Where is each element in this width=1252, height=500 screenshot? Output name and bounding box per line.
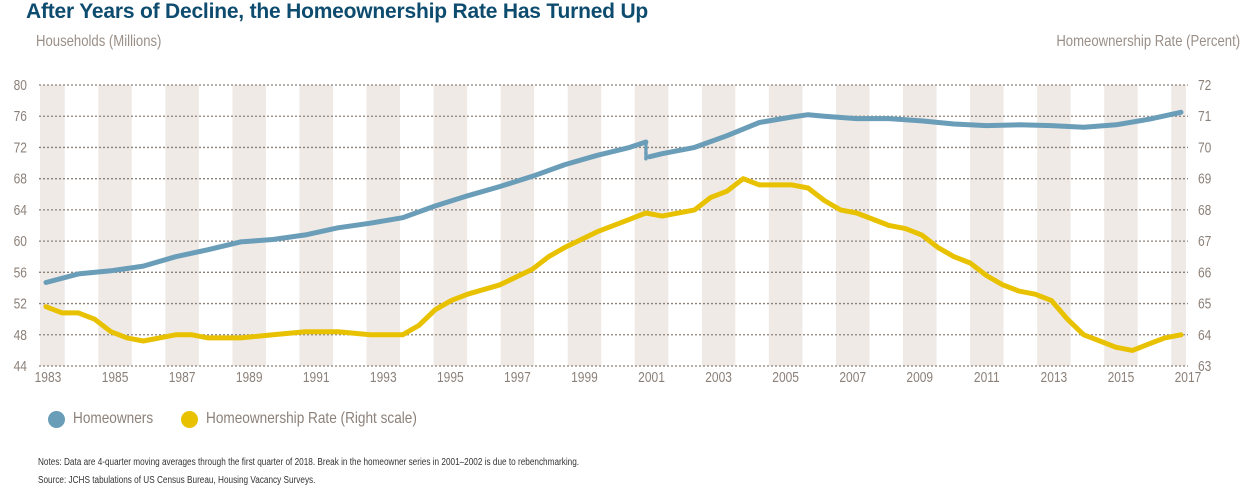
legend: Homeowners Homeownership Rate (Right sca… — [48, 410, 468, 428]
x-tick-label: 2015 — [1108, 369, 1135, 386]
x-tick-label: 2001 — [638, 369, 665, 386]
band-1991 — [299, 85, 333, 366]
x-tick-label: 1987 — [169, 369, 196, 386]
source-line: Source: JCHS tabulations of US Census Bu… — [38, 475, 316, 486]
gridlines — [39, 84, 1188, 367]
x-tick-label: 1983 — [35, 369, 62, 386]
band-1999 — [567, 85, 602, 366]
x-tick-label: 2007 — [839, 369, 866, 386]
line-chart: 44 48 52 56 60 64 68 72 76 80 63 64 65 66 67 68 69 70 71 7… — [14, 77, 1212, 386]
right-tick-label: 72 — [1198, 77, 1211, 94]
series-line-rate-seg0 — [43, 176, 1184, 353]
series-line-homeowners-seg0 — [43, 139, 649, 285]
left-axis-ticks: 44 48 52 56 60 64 68 72 76 80 — [14, 77, 28, 375]
x-tick-label: 2005 — [772, 369, 799, 386]
legend-dot-rate — [181, 410, 199, 428]
left-tick-label: 44 — [14, 358, 28, 375]
notes-line: Notes: Data are 4-quarter moving average… — [38, 457, 580, 468]
left-tick-label: 60 — [14, 233, 28, 250]
x-tick-label: 1989 — [236, 369, 263, 386]
left-tick-label: 52 — [14, 295, 27, 312]
x-tick-label: 2011 — [974, 369, 1000, 386]
left-tick-label: 64 — [14, 202, 28, 219]
left-axis-label: Households (Millions) — [36, 33, 162, 50]
band-2007 — [835, 85, 870, 366]
notes: Notes: Data are 4-quarter moving average… — [38, 454, 579, 490]
x-tick-label: 1985 — [102, 369, 129, 386]
left-tick-label: 80 — [14, 77, 28, 94]
series-lines — [43, 109, 1184, 353]
left-tick-label: 48 — [14, 327, 27, 344]
x-axis-ticks: 1983 1985 1987 1989 1991 1993 1995 1997 1999 2001… — [35, 369, 1202, 386]
x-tick-label: 2009 — [906, 369, 933, 386]
left-tick-label: 56 — [14, 264, 27, 281]
x-tick-label: 1995 — [437, 369, 464, 386]
right-tick-label: 69 — [1198, 170, 1211, 187]
band-1987 — [165, 85, 199, 366]
left-tick-label: 68 — [14, 170, 27, 187]
shaded-year-bands — [40, 85, 1186, 366]
right-axis-ticks: 63 64 65 66 67 68 69 70 71 72 — [1198, 77, 1212, 375]
x-tick-label: 1993 — [370, 369, 397, 386]
right-axis-label: Homeownership Rate (Percent) — [1056, 33, 1240, 50]
x-tick-label: 2017 — [1175, 369, 1202, 386]
right-tick-label: 70 — [1198, 139, 1212, 156]
band-1995 — [433, 85, 468, 366]
x-tick-label: 1997 — [504, 369, 531, 386]
x-tick-label: 1991 — [303, 369, 330, 386]
band-2003 — [701, 85, 736, 366]
band-2005 — [768, 85, 803, 366]
band-2009 — [903, 85, 937, 366]
band-1985 — [98, 85, 132, 366]
band-2011 — [970, 85, 1004, 366]
legend-item-homeowners: Homeowners — [48, 410, 167, 428]
chart-title: After Years of Decline, the Homeownershi… — [26, 0, 649, 23]
left-tick-label: 76 — [14, 108, 27, 125]
right-tick-label: 68 — [1198, 202, 1211, 219]
band-2001 — [634, 85, 669, 366]
band-1997 — [500, 85, 535, 366]
x-tick-label: 1999 — [571, 369, 598, 386]
band-2017 — [1171, 85, 1186, 366]
right-tick-label: 67 — [1198, 233, 1211, 250]
left-tick-label: 72 — [14, 139, 27, 156]
band-1989 — [232, 85, 266, 366]
right-tick-label: 65 — [1198, 295, 1211, 312]
legend-label-rate: Homeownership Rate (Right scale) — [206, 410, 418, 427]
band-1993 — [366, 85, 401, 366]
band-2015 — [1104, 85, 1138, 366]
band-1983 — [40, 85, 65, 366]
legend-label-homeowners: Homeowners — [73, 410, 154, 427]
legend-item-rate: Homeownership Rate (Right scale) — [181, 410, 454, 428]
right-tick-label: 63 — [1198, 358, 1211, 375]
series-line-homeowners-seg1 — [646, 109, 1184, 160]
legend-dot-homeowners — [48, 410, 65, 428]
right-tick-label: 66 — [1198, 264, 1211, 281]
x-tick-label: 2013 — [1041, 369, 1068, 386]
right-tick-label: 64 — [1198, 327, 1212, 344]
right-tick-label: 71 — [1198, 108, 1211, 125]
x-tick-label: 2003 — [705, 369, 732, 386]
